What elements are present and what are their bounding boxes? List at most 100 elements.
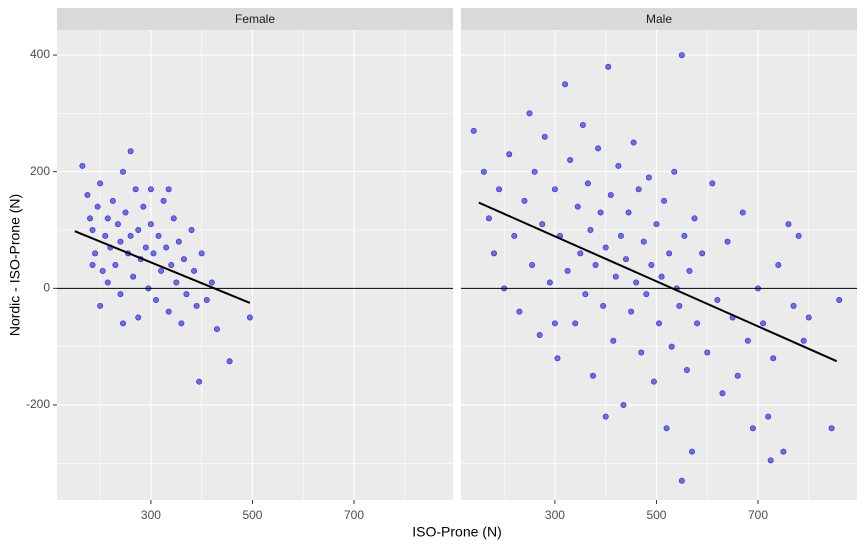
strip [57, 8, 453, 30]
point [127, 148, 134, 155]
point [526, 110, 533, 117]
panel-background [57, 30, 453, 500]
point [104, 215, 111, 222]
point [617, 232, 624, 239]
point [150, 250, 157, 257]
point [785, 221, 792, 228]
point [120, 168, 127, 175]
point [630, 139, 637, 146]
point [168, 261, 175, 268]
point [658, 273, 665, 280]
point [120, 320, 127, 327]
point [516, 308, 523, 315]
point [663, 425, 670, 432]
point [622, 256, 629, 263]
point [147, 186, 154, 193]
point [165, 308, 172, 315]
point [582, 291, 589, 298]
point [529, 261, 536, 268]
point [653, 221, 660, 228]
point [97, 180, 104, 187]
panel-background [461, 30, 857, 500]
point [655, 320, 662, 327]
point [584, 180, 591, 187]
point [602, 413, 609, 420]
point [470, 127, 477, 134]
point [163, 244, 170, 251]
point [775, 261, 782, 268]
point [541, 133, 548, 140]
point [188, 227, 195, 234]
point [628, 308, 635, 315]
point [600, 302, 607, 309]
point [671, 168, 678, 175]
point [132, 186, 139, 193]
point [678, 52, 685, 59]
point [99, 267, 106, 274]
x-tick-label: 700 [344, 508, 364, 522]
point [536, 331, 543, 338]
point [805, 314, 812, 321]
point [112, 261, 119, 268]
point [175, 238, 182, 245]
point [589, 372, 596, 379]
point [719, 390, 726, 397]
point [102, 232, 109, 239]
point [567, 157, 574, 164]
point [572, 320, 579, 327]
point [645, 174, 652, 181]
point [625, 209, 632, 216]
point [147, 221, 154, 228]
point [140, 203, 147, 210]
point [554, 355, 561, 362]
fit-line [478, 201, 838, 363]
point [704, 349, 711, 356]
point [173, 279, 180, 286]
point [130, 273, 137, 280]
point [577, 250, 584, 257]
point [638, 349, 645, 356]
point [780, 448, 787, 455]
point [198, 250, 205, 257]
point [531, 168, 538, 175]
point [246, 314, 253, 321]
point [595, 145, 602, 152]
point [564, 267, 571, 274]
x-tick-label: 500 [242, 508, 262, 522]
point [587, 227, 594, 234]
point [770, 355, 777, 362]
point [153, 296, 160, 303]
y-tick-label: 200 [30, 164, 50, 178]
point [183, 291, 190, 298]
point [193, 302, 200, 309]
point [681, 232, 688, 239]
point [165, 186, 172, 193]
point [615, 162, 622, 169]
point [87, 215, 94, 222]
strip-label: Male [646, 12, 672, 26]
point [122, 209, 129, 216]
point [539, 221, 546, 228]
point [160, 197, 167, 204]
point [191, 267, 198, 274]
point [84, 192, 91, 199]
point [610, 337, 617, 344]
point [135, 314, 142, 321]
point [739, 209, 746, 216]
point [765, 413, 772, 420]
point [521, 197, 528, 204]
point [490, 250, 497, 257]
point [795, 232, 802, 239]
y-tick-label: 0 [43, 280, 50, 294]
point [676, 302, 683, 309]
point [104, 279, 111, 286]
point [691, 215, 698, 222]
point [686, 267, 693, 274]
point [699, 250, 706, 257]
strip-label: Female [235, 12, 275, 26]
point [668, 343, 675, 350]
point [196, 378, 203, 385]
point [97, 302, 104, 309]
strip [461, 8, 857, 30]
point [597, 209, 604, 216]
